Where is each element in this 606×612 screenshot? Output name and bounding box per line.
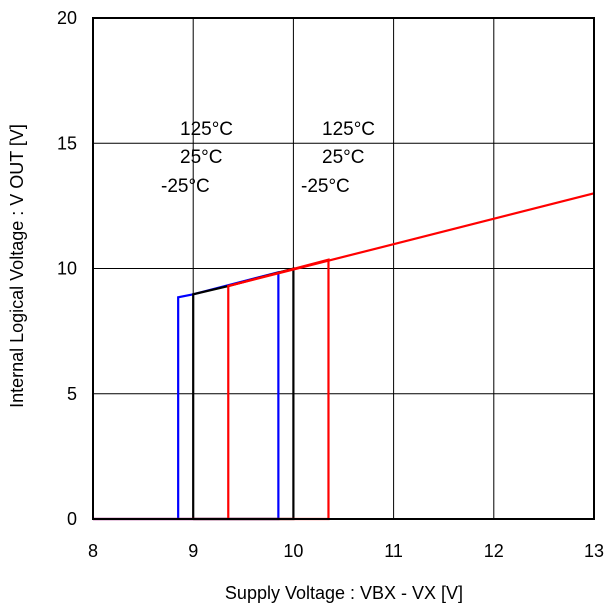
- y-tick-label-1: 5: [67, 384, 77, 404]
- y-tick-label-0: 0: [67, 509, 77, 529]
- x-tick-label-3: 11: [384, 541, 403, 561]
- y-tick-label-3: 15: [57, 133, 77, 153]
- series-line-0: [93, 270, 280, 521]
- x-tick-label-5: 13: [584, 541, 604, 561]
- x-tick-label-0: 8: [88, 541, 98, 561]
- tick-labels: 8 9 10 11 12 13 0 5 10 15 20: [57, 8, 604, 561]
- series-group: [93, 192, 595, 521]
- annotations: 125°C 25°C -25°C 125°C 25°C -25°C: [161, 119, 375, 197]
- plot-area-frame: [92, 17, 595, 520]
- y-tick-label-2: 10: [57, 259, 77, 279]
- x-tick-label-1: 9: [188, 541, 198, 561]
- annotation-left-line-2: 25°C: [180, 147, 222, 168]
- series-line-3: [227, 192, 595, 288]
- y-axis-title: Internal Logical Voltage : V OUT [V]: [7, 124, 27, 408]
- x-tick-label-4: 12: [484, 541, 504, 561]
- grid: [92, 17, 595, 520]
- annotation-left-line-1: 125°C: [180, 119, 233, 140]
- annotation-right-line-1: 125°C: [322, 119, 375, 140]
- y-tick-label-4: 20: [57, 8, 77, 28]
- x-tick-label-2: 10: [283, 541, 303, 561]
- x-axis-title: Supply Voltage : VBX - VX [V]: [225, 583, 463, 603]
- annotation-right-line-2: 25°C: [322, 147, 364, 168]
- annotation-left-line-3: -25°C: [161, 176, 210, 197]
- annotation-right-line-3: -25°C: [301, 176, 350, 197]
